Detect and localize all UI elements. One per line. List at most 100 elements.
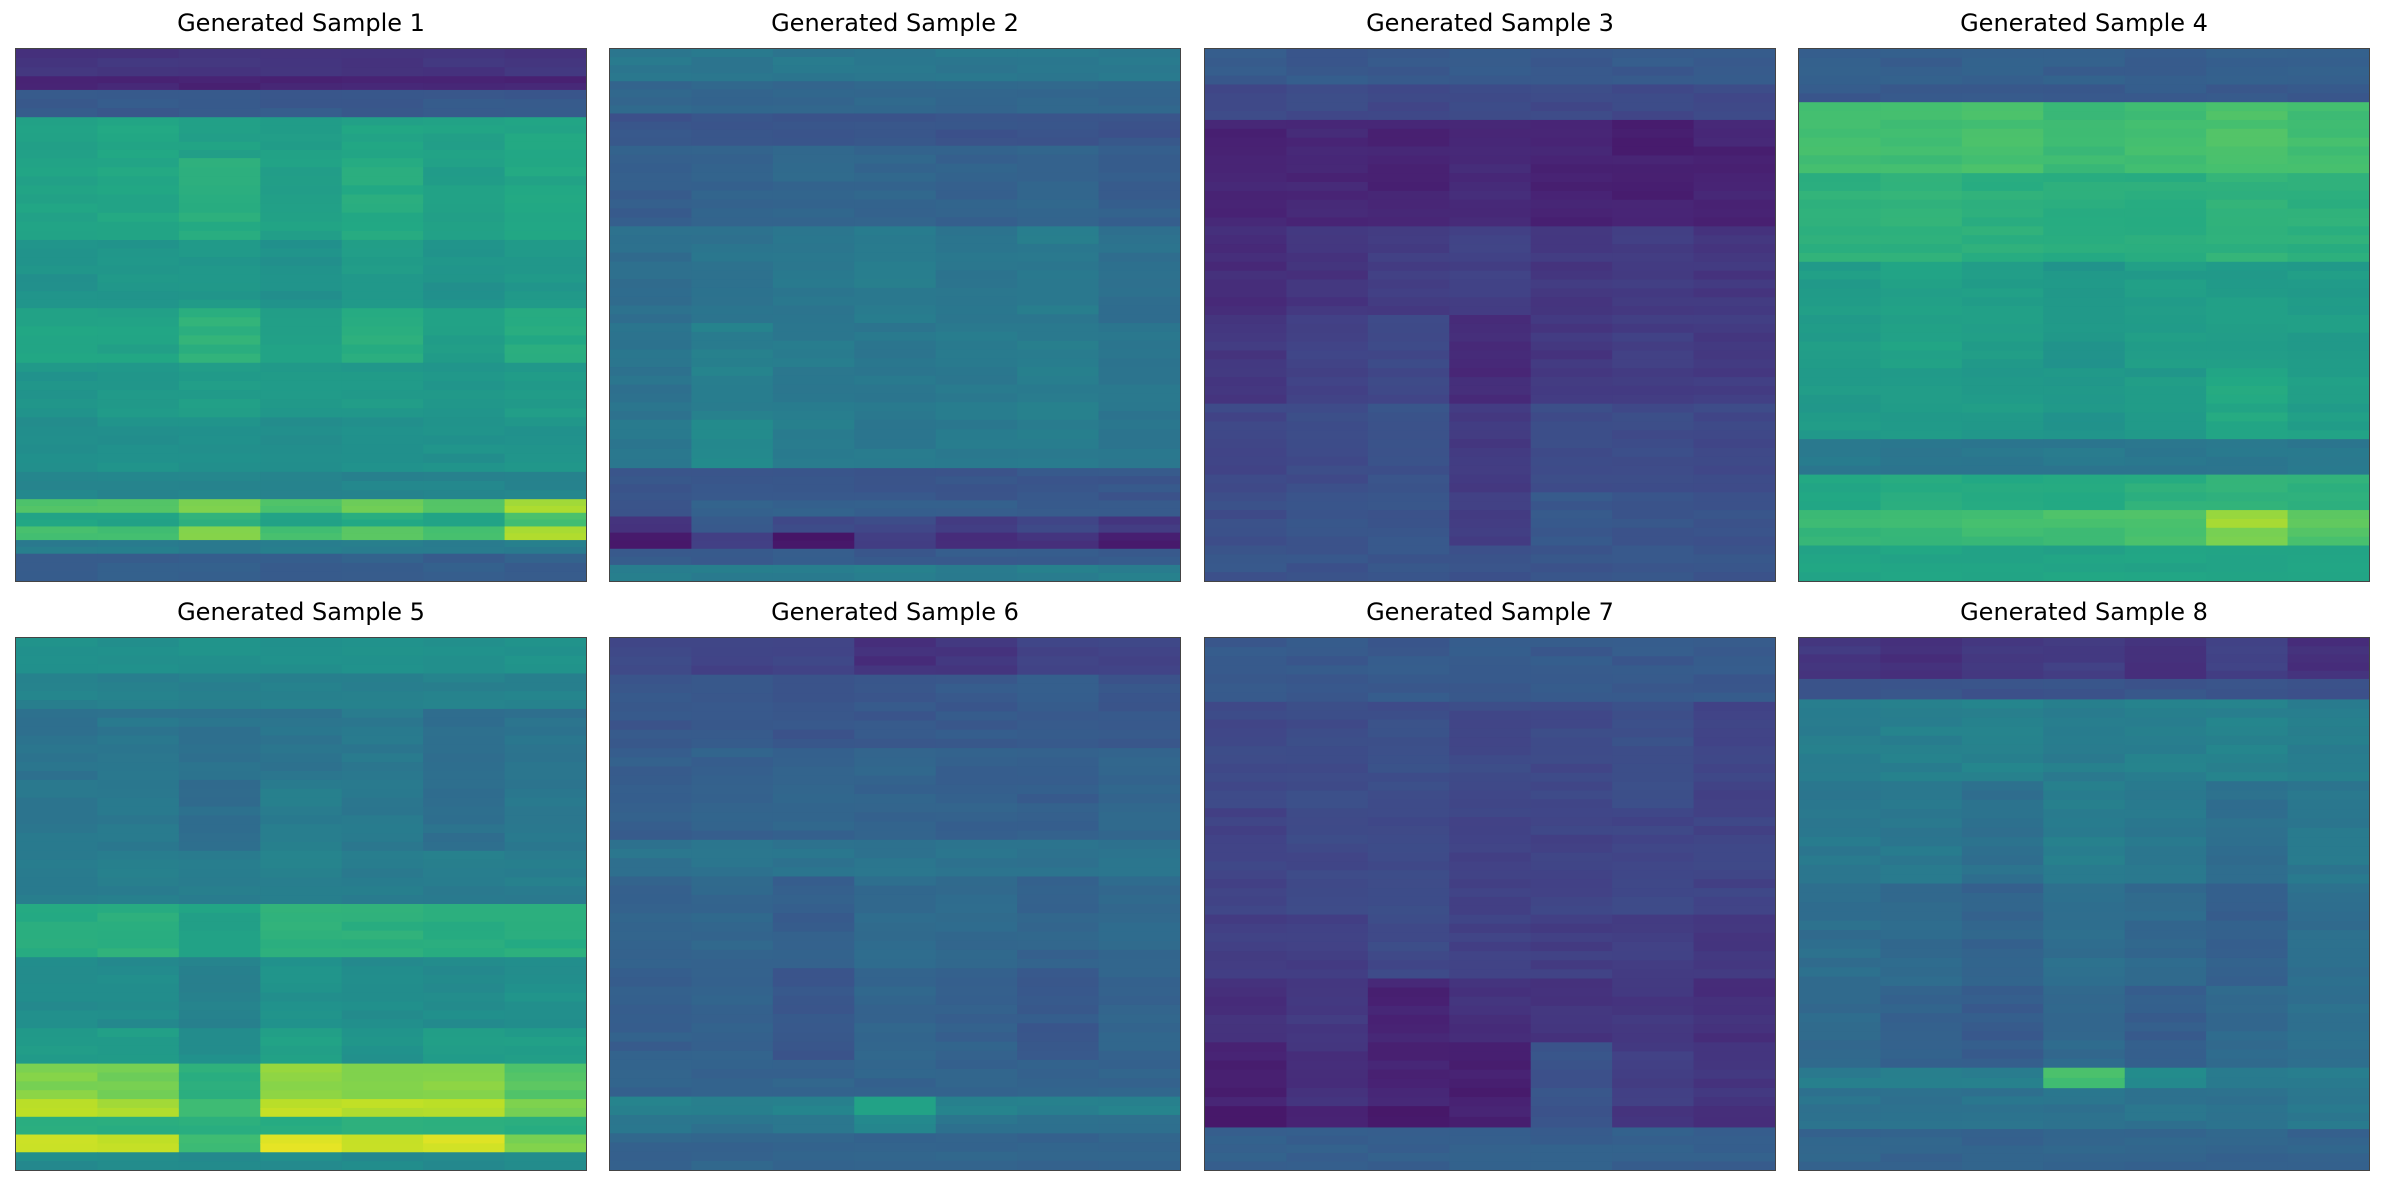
heatmap-cell: [610, 1004, 693, 1015]
heatmap-cell: [1961, 654, 2044, 664]
heatmap-cell: [1286, 182, 1369, 192]
heatmap-cell: [423, 76, 506, 84]
heatmap-cell: [504, 646, 586, 657]
heatmap-cell: [178, 1019, 261, 1029]
heatmap-cell: [1449, 518, 1532, 529]
heatmap-cell: [260, 265, 343, 275]
heatmap-cell: [423, 326, 506, 337]
heatmap-cell: [1017, 105, 1100, 115]
heatmap-cell: [341, 948, 424, 958]
heatmap-cell: [854, 65, 937, 74]
heatmap-cell: [504, 519, 586, 528]
heatmap-cell: [260, 335, 343, 346]
heatmap-cell: [2287, 985, 2369, 996]
heatmap-cell: [2043, 483, 2126, 493]
heatmap-cell: [1205, 385, 1288, 396]
heatmap-cell: [691, 208, 774, 218]
heatmap-cell: [1880, 781, 1963, 792]
heatmap-cell: [1286, 763, 1369, 774]
heatmap-cell: [1017, 500, 1100, 510]
heatmap-cell: [178, 58, 261, 68]
heatmap-cell: [178, 753, 261, 763]
heatmap-cell: [1449, 332, 1532, 343]
heatmap-cell: [2124, 957, 2207, 968]
heatmap-cell: [1449, 728, 1532, 738]
heatmap-cell: [260, 771, 343, 781]
heatmap-cell: [1367, 403, 1450, 414]
heatmap-cell: [691, 402, 774, 412]
heatmap-cell: [1799, 781, 1882, 792]
heatmap-cell: [772, 448, 855, 460]
heatmap-cell: [691, 572, 774, 581]
heatmap-cell: [1961, 119, 2044, 130]
heatmap-cell: [1693, 1106, 1775, 1118]
heatmap-cell: [97, 89, 180, 100]
heatmap-cell: [2206, 244, 2289, 254]
heatmap-cell: [772, 784, 855, 795]
heatmap-cell: [2206, 235, 2289, 245]
heatmap-cell: [1367, 279, 1450, 289]
heatmap-cell: [1961, 1088, 2044, 1097]
heatmap-cell: [854, 638, 937, 648]
heatmap-cell: [2287, 883, 2369, 894]
heatmap-cell: [2206, 939, 2289, 950]
heatmap-cell: [423, 904, 506, 914]
heatmap-cell: [1205, 737, 1288, 747]
heatmap-cell: [1367, 1069, 1450, 1080]
heatmap-cell: [1449, 554, 1532, 564]
heatmap-cell: [935, 766, 1018, 777]
heatmap-cell: [1961, 137, 2044, 148]
heatmap-cell: [1880, 726, 1963, 737]
heatmap-cell: [504, 753, 586, 763]
heatmap-cell: [1612, 825, 1695, 836]
heatmap-cell: [1880, 448, 1963, 458]
heatmap-cell: [2124, 708, 2207, 719]
heatmap-cell: [2206, 554, 2289, 564]
heatmap-cell: [1880, 430, 1963, 440]
heatmap-cell: [423, 362, 506, 373]
heatmap-cell: [854, 208, 937, 218]
heatmap-cell: [691, 1105, 774, 1116]
heatmap-cell: [1017, 638, 1100, 648]
heatmap-cell: [935, 270, 1018, 280]
heatmap-cell: [1961, 297, 2044, 307]
heatmap-cell: [1693, 941, 1775, 952]
heatmap-cell: [16, 1099, 99, 1109]
heatmap-cell: [1880, 518, 1963, 529]
heatmap-cell: [341, 176, 424, 187]
heatmap-cell: [610, 524, 693, 534]
heatmap-cell: [504, 335, 586, 346]
heatmap-cell: [97, 992, 180, 1003]
heatmap-cell: [1530, 164, 1613, 174]
heatmap-cell: [423, 877, 506, 887]
heatmap-cell: [2287, 332, 2369, 343]
heatmap-cell: [1017, 190, 1100, 201]
heatmap-cell: [1367, 359, 1450, 369]
heatmap-cell: [1799, 1153, 1882, 1163]
heatmap-cell: [935, 885, 1018, 896]
heatmap-cell: [1098, 766, 1180, 777]
heatmap-cell: [178, 779, 261, 790]
heatmap-cell: [2124, 1004, 2207, 1014]
heatmap-cell: [854, 711, 937, 722]
heatmap-cell: [2043, 102, 2126, 112]
heatmap-cell: [260, 744, 343, 754]
heatmap-cell: [1612, 128, 1695, 139]
heatmap-cell: [691, 748, 774, 758]
heatmap-cell: [1693, 1116, 1775, 1129]
heatmap-cell: [1098, 1133, 1180, 1144]
heatmap-cell: [1286, 1135, 1369, 1146]
heatmap-cell: [1449, 421, 1532, 431]
heatmap-cell: [935, 105, 1018, 115]
heatmap-cell: [691, 137, 774, 147]
heatmap-cell: [1449, 465, 1532, 476]
heatmap-cell: [1098, 163, 1180, 174]
heatmap-cell: [610, 693, 693, 703]
heatmap-cell: [97, 735, 180, 745]
heatmap-cell: [423, 921, 506, 932]
heatmap-cell: [2043, 66, 2126, 77]
heatmap-cell: [2287, 217, 2369, 227]
heatmap-cell: [97, 108, 180, 118]
heatmap-cell: [1612, 737, 1695, 747]
heatmap-cell: [16, 1063, 99, 1074]
